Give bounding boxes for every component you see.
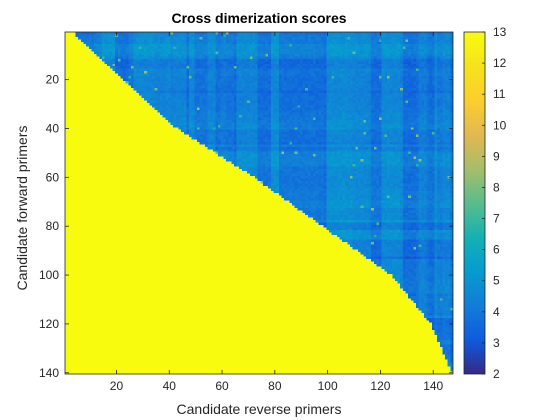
colorbar-tick-label: 9 [493,149,500,163]
y-axis-ticks: 20 40 60 80 100 120 140 [39,73,453,380]
colorbar-tick-label: 7 [493,212,500,226]
colorbar-tick-label: 12 [493,56,507,70]
colorbar-tick-label: 6 [493,243,500,257]
plot-frame [64,31,454,375]
x-tick-label: 80 [268,379,282,393]
y-tick-label: 60 [46,170,60,184]
x-tick-label: 60 [215,379,229,393]
colorbar-tick-label: 11 [493,87,506,101]
colorbar-tick-label: 2 [493,367,500,381]
x-tick-label: 140 [423,379,443,393]
x-axis-ticks: 20 40 60 80 100 120 140 [110,32,444,393]
colorbar-tick-label: 4 [493,305,500,319]
y-tick-label: 40 [46,121,60,135]
heatmap-image [65,32,453,374]
heatmap-plot-area[interactable] [65,32,453,374]
y-axis-label: Candidate forward primers [14,126,30,291]
y-tick-label: 120 [39,317,59,331]
colorbar-tick-label: 10 [493,118,507,132]
colorbar-tick-label: 13 [493,25,507,39]
x-tick-label: 20 [110,379,124,393]
x-tick-label: 100 [318,379,338,393]
y-tick-label: 20 [46,73,60,87]
colorbar-tick-label: 5 [493,274,500,288]
colorbar: 2 3 4 5 6 7 8 9 10 11 12 13 [463,25,507,381]
colorbar-ticks: 2 3 4 5 6 7 8 9 10 11 12 13 [482,25,507,381]
colorbar-tick-label: 3 [493,336,500,350]
colorbar-tick-label: 8 [493,180,500,194]
colorbar-gradient [464,32,485,374]
y-tick-label: 140 [39,366,59,380]
y-tick-label: 80 [46,219,60,233]
x-tick-label: 120 [370,379,390,393]
chart-title: Cross dimerization scores [171,10,346,26]
colorbar-frame [463,31,486,375]
y-tick-label: 100 [39,268,59,282]
x-axis-label: Candidate reverse primers [177,401,342,417]
x-tick-label: 40 [163,379,177,393]
